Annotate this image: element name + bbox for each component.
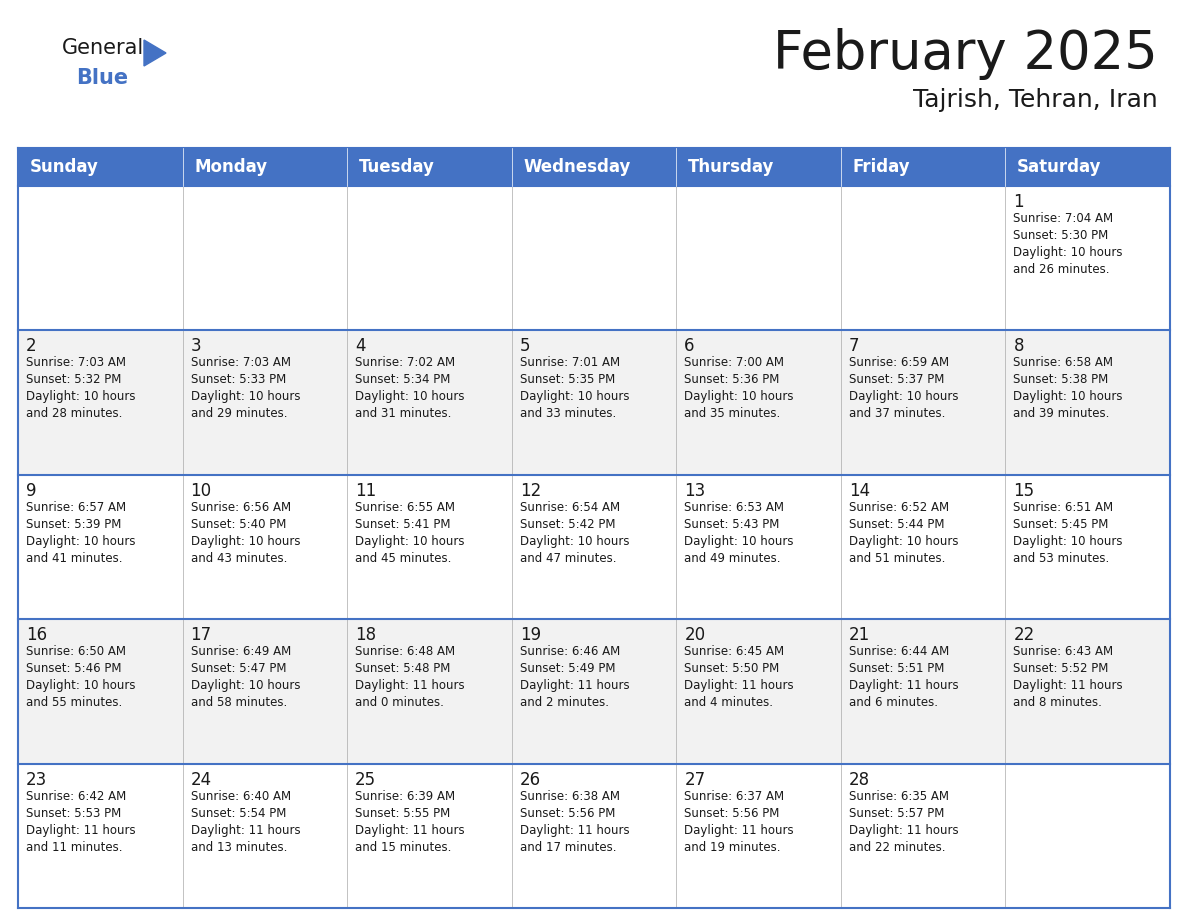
Bar (18, 475, 1170, 620)
Text: Sunrise: 6:43 AM
Sunset: 5:52 PM
Daylight: 11 hours
and 8 minutes.: Sunrise: 6:43 AM Sunset: 5:52 PM Dayligh… (1013, 645, 1123, 710)
Text: 7: 7 (849, 338, 859, 355)
Text: Sunrise: 6:44 AM
Sunset: 5:51 PM
Daylight: 11 hours
and 6 minutes.: Sunrise: 6:44 AM Sunset: 5:51 PM Dayligh… (849, 645, 959, 710)
Text: 28: 28 (849, 770, 870, 789)
Text: Sunrise: 6:49 AM
Sunset: 5:47 PM
Daylight: 10 hours
and 58 minutes.: Sunrise: 6:49 AM Sunset: 5:47 PM Dayligh… (190, 645, 301, 710)
Text: 15: 15 (1013, 482, 1035, 499)
Text: 1: 1 (1013, 193, 1024, 211)
Text: Tajrish, Tehran, Iran: Tajrish, Tehran, Iran (914, 88, 1158, 112)
Bar (18, 186, 1170, 330)
Text: Wednesday: Wednesday (523, 158, 631, 176)
Text: Sunrise: 6:45 AM
Sunset: 5:50 PM
Daylight: 11 hours
and 4 minutes.: Sunrise: 6:45 AM Sunset: 5:50 PM Dayligh… (684, 645, 794, 710)
Text: Friday: Friday (852, 158, 910, 176)
Text: February 2025: February 2025 (773, 28, 1158, 80)
Text: 2: 2 (26, 338, 37, 355)
Text: 21: 21 (849, 626, 870, 644)
Bar (841, 148, 1005, 186)
Text: Saturday: Saturday (1017, 158, 1101, 176)
Text: 14: 14 (849, 482, 870, 499)
Text: Sunrise: 7:02 AM
Sunset: 5:34 PM
Daylight: 10 hours
and 31 minutes.: Sunrise: 7:02 AM Sunset: 5:34 PM Dayligh… (355, 356, 465, 420)
Bar (18, 148, 183, 186)
Text: 19: 19 (519, 626, 541, 644)
Text: Sunrise: 6:39 AM
Sunset: 5:55 PM
Daylight: 11 hours
and 15 minutes.: Sunrise: 6:39 AM Sunset: 5:55 PM Dayligh… (355, 789, 465, 854)
Text: Sunrise: 7:00 AM
Sunset: 5:36 PM
Daylight: 10 hours
and 35 minutes.: Sunrise: 7:00 AM Sunset: 5:36 PM Dayligh… (684, 356, 794, 420)
Text: 8: 8 (1013, 338, 1024, 355)
Text: 5: 5 (519, 338, 530, 355)
Bar (18, 620, 1170, 764)
Text: 4: 4 (355, 338, 366, 355)
Text: 23: 23 (26, 770, 48, 789)
Text: Sunrise: 6:53 AM
Sunset: 5:43 PM
Daylight: 10 hours
and 49 minutes.: Sunrise: 6:53 AM Sunset: 5:43 PM Dayligh… (684, 501, 794, 565)
Text: Sunrise: 6:56 AM
Sunset: 5:40 PM
Daylight: 10 hours
and 43 minutes.: Sunrise: 6:56 AM Sunset: 5:40 PM Dayligh… (190, 501, 301, 565)
Text: 20: 20 (684, 626, 706, 644)
Text: Sunrise: 7:03 AM
Sunset: 5:32 PM
Daylight: 10 hours
and 28 minutes.: Sunrise: 7:03 AM Sunset: 5:32 PM Dayligh… (26, 356, 135, 420)
Text: Sunrise: 6:37 AM
Sunset: 5:56 PM
Daylight: 11 hours
and 19 minutes.: Sunrise: 6:37 AM Sunset: 5:56 PM Dayligh… (684, 789, 794, 854)
Text: 18: 18 (355, 626, 377, 644)
Bar (183, 148, 347, 186)
Text: 10: 10 (190, 482, 211, 499)
Text: 9: 9 (26, 482, 37, 499)
Text: 17: 17 (190, 626, 211, 644)
Bar (347, 148, 512, 186)
Bar (18, 330, 1170, 475)
Text: 27: 27 (684, 770, 706, 789)
Text: Sunrise: 7:04 AM
Sunset: 5:30 PM
Daylight: 10 hours
and 26 minutes.: Sunrise: 7:04 AM Sunset: 5:30 PM Dayligh… (1013, 212, 1123, 276)
Text: General: General (62, 38, 144, 58)
Text: Sunrise: 6:54 AM
Sunset: 5:42 PM
Daylight: 10 hours
and 47 minutes.: Sunrise: 6:54 AM Sunset: 5:42 PM Dayligh… (519, 501, 630, 565)
Text: 6: 6 (684, 338, 695, 355)
Text: Tuesday: Tuesday (359, 158, 435, 176)
Text: 11: 11 (355, 482, 377, 499)
Text: Sunrise: 6:46 AM
Sunset: 5:49 PM
Daylight: 11 hours
and 2 minutes.: Sunrise: 6:46 AM Sunset: 5:49 PM Dayligh… (519, 645, 630, 710)
Text: Sunrise: 6:52 AM
Sunset: 5:44 PM
Daylight: 10 hours
and 51 minutes.: Sunrise: 6:52 AM Sunset: 5:44 PM Dayligh… (849, 501, 959, 565)
Bar (18, 764, 1170, 908)
Text: Sunrise: 6:55 AM
Sunset: 5:41 PM
Daylight: 10 hours
and 45 minutes.: Sunrise: 6:55 AM Sunset: 5:41 PM Dayligh… (355, 501, 465, 565)
Text: Sunrise: 6:58 AM
Sunset: 5:38 PM
Daylight: 10 hours
and 39 minutes.: Sunrise: 6:58 AM Sunset: 5:38 PM Dayligh… (1013, 356, 1123, 420)
Text: Monday: Monday (194, 158, 267, 176)
Text: Sunrise: 6:40 AM
Sunset: 5:54 PM
Daylight: 11 hours
and 13 minutes.: Sunrise: 6:40 AM Sunset: 5:54 PM Dayligh… (190, 789, 301, 854)
Bar (676, 148, 841, 186)
Text: 12: 12 (519, 482, 541, 499)
Text: 13: 13 (684, 482, 706, 499)
Text: Sunrise: 6:51 AM
Sunset: 5:45 PM
Daylight: 10 hours
and 53 minutes.: Sunrise: 6:51 AM Sunset: 5:45 PM Dayligh… (1013, 501, 1123, 565)
Text: Sunrise: 6:38 AM
Sunset: 5:56 PM
Daylight: 11 hours
and 17 minutes.: Sunrise: 6:38 AM Sunset: 5:56 PM Dayligh… (519, 789, 630, 854)
Text: 22: 22 (1013, 626, 1035, 644)
Text: Sunrise: 7:01 AM
Sunset: 5:35 PM
Daylight: 10 hours
and 33 minutes.: Sunrise: 7:01 AM Sunset: 5:35 PM Dayligh… (519, 356, 630, 420)
Text: Sunrise: 6:48 AM
Sunset: 5:48 PM
Daylight: 11 hours
and 0 minutes.: Sunrise: 6:48 AM Sunset: 5:48 PM Dayligh… (355, 645, 465, 710)
Text: 24: 24 (190, 770, 211, 789)
Text: 3: 3 (190, 338, 201, 355)
Polygon shape (144, 40, 166, 66)
Text: 26: 26 (519, 770, 541, 789)
Text: 25: 25 (355, 770, 377, 789)
Text: Sunrise: 6:57 AM
Sunset: 5:39 PM
Daylight: 10 hours
and 41 minutes.: Sunrise: 6:57 AM Sunset: 5:39 PM Dayligh… (26, 501, 135, 565)
Bar (1005, 148, 1170, 186)
Text: Thursday: Thursday (688, 158, 775, 176)
Text: Blue: Blue (76, 68, 128, 88)
Text: Sunday: Sunday (30, 158, 99, 176)
Text: 16: 16 (26, 626, 48, 644)
Text: Sunrise: 6:50 AM
Sunset: 5:46 PM
Daylight: 10 hours
and 55 minutes.: Sunrise: 6:50 AM Sunset: 5:46 PM Dayligh… (26, 645, 135, 710)
Text: Sunrise: 6:35 AM
Sunset: 5:57 PM
Daylight: 11 hours
and 22 minutes.: Sunrise: 6:35 AM Sunset: 5:57 PM Dayligh… (849, 789, 959, 854)
Text: Sunrise: 7:03 AM
Sunset: 5:33 PM
Daylight: 10 hours
and 29 minutes.: Sunrise: 7:03 AM Sunset: 5:33 PM Dayligh… (190, 356, 301, 420)
Text: Sunrise: 6:59 AM
Sunset: 5:37 PM
Daylight: 10 hours
and 37 minutes.: Sunrise: 6:59 AM Sunset: 5:37 PM Dayligh… (849, 356, 959, 420)
Bar (512, 148, 676, 186)
Text: Sunrise: 6:42 AM
Sunset: 5:53 PM
Daylight: 11 hours
and 11 minutes.: Sunrise: 6:42 AM Sunset: 5:53 PM Dayligh… (26, 789, 135, 854)
